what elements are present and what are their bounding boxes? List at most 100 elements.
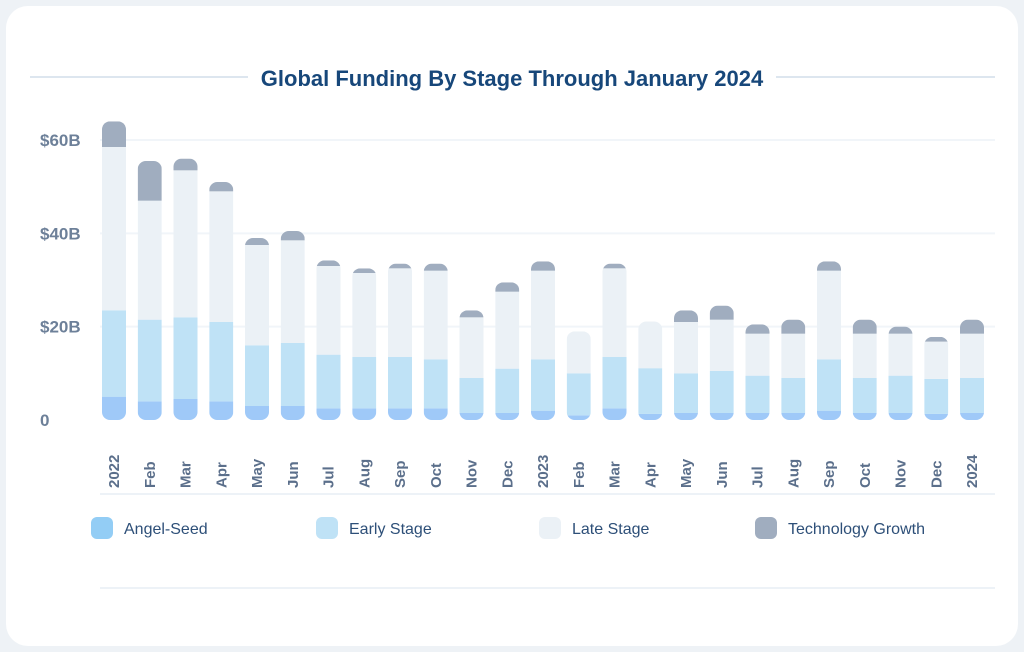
bar-segment-angel-seed xyxy=(602,408,627,420)
x-tick-label: 2022 xyxy=(106,455,123,488)
bar-segment-angel-seed xyxy=(674,413,698,420)
bar-segment-early-stage xyxy=(280,343,305,406)
x-tick-label: Jun xyxy=(285,461,302,488)
bar-stack xyxy=(566,331,591,420)
bar-segment-early-stage xyxy=(388,357,412,409)
bar-segment-technology-growth xyxy=(316,260,341,266)
x-tick-label: Oct xyxy=(428,463,445,488)
bar-segment-technology-growth xyxy=(602,263,627,269)
y-tick-label: 0 xyxy=(40,411,49,430)
bar-segment-late-stage xyxy=(960,333,984,378)
x-tick-label: Apr xyxy=(213,462,230,488)
legend-item[interactable]: Angel-Seed xyxy=(91,517,208,539)
bar-stack xyxy=(352,268,377,420)
legend-item[interactable]: Early Stage xyxy=(316,517,432,539)
bar-segment-late-stage xyxy=(602,268,627,357)
bar-segment-late-stage xyxy=(817,270,841,360)
bar-segment-angel-seed xyxy=(173,399,198,420)
x-tick-label: Sep xyxy=(821,460,838,488)
x-tick-label: Nov xyxy=(464,459,481,488)
x-tick-label: Jul xyxy=(750,466,767,488)
bar-segment-early-stage xyxy=(817,359,841,411)
bar-segment-angel-seed xyxy=(209,401,234,420)
bar-stack xyxy=(531,261,555,420)
bar-segment-angel-seed xyxy=(423,408,448,420)
legend-item[interactable]: Technology Growth xyxy=(755,517,925,539)
bar-segment-technology-growth xyxy=(280,231,305,241)
y-tick-label: $60B xyxy=(40,131,81,150)
legend-swatch xyxy=(539,517,561,539)
x-tick-label: 2023 xyxy=(535,455,552,488)
bar-segment-technology-growth xyxy=(423,263,448,271)
bar-segment-angel-seed xyxy=(531,410,555,420)
bar-segment-technology-growth xyxy=(781,319,806,334)
bar-segment-technology-growth xyxy=(817,261,841,271)
bar-stack xyxy=(173,158,198,420)
bar-segment-technology-growth xyxy=(745,324,770,334)
bar-segment-late-stage xyxy=(173,170,198,318)
bar-segment-late-stage xyxy=(459,317,484,378)
bar-segment-early-stage xyxy=(745,375,770,413)
bar-segment-technology-growth xyxy=(388,263,412,269)
legend-label: Early Stage xyxy=(349,521,432,538)
x-tick-label: Dec xyxy=(499,460,516,488)
x-tick-label: Mar xyxy=(178,461,195,488)
bar-segment-early-stage xyxy=(781,378,806,413)
bar-segment-late-stage xyxy=(709,319,734,371)
bar-segment-late-stage xyxy=(852,333,877,378)
x-tick-label: Nov xyxy=(893,459,910,488)
bar-segment-technology-growth xyxy=(245,238,269,245)
bar-segment-early-stage xyxy=(888,375,913,413)
bar-segment-late-stage xyxy=(102,147,126,311)
bar-segment-late-stage xyxy=(137,200,162,320)
bar-segment-early-stage xyxy=(495,368,520,413)
bar-segment-early-stage xyxy=(602,357,627,409)
bar-segment-early-stage xyxy=(352,357,377,409)
bar-segment-late-stage xyxy=(781,333,806,378)
legend-swatch xyxy=(91,517,113,539)
bar-stack xyxy=(102,121,126,420)
bar-stack xyxy=(495,282,520,420)
bar-segment-technology-growth xyxy=(888,326,913,334)
bar-segment-early-stage xyxy=(209,322,234,402)
bar-segment-technology-growth xyxy=(924,336,949,342)
bar-segment-late-stage xyxy=(638,321,663,369)
legend-item[interactable]: Late Stage xyxy=(539,517,650,539)
bar-segment-early-stage xyxy=(638,368,663,414)
bar-segment-late-stage xyxy=(745,333,770,376)
bar-segment-technology-growth xyxy=(852,319,877,334)
bar-segment-late-stage xyxy=(495,291,520,369)
legend-label: Angel-Seed xyxy=(124,521,208,538)
x-tick-label: Dec xyxy=(928,460,945,488)
bar-segment-technology-growth xyxy=(209,182,234,192)
bar-segment-technology-growth xyxy=(173,158,198,171)
bar-stack xyxy=(745,324,770,420)
bar-segment-angel-seed xyxy=(638,413,663,420)
bar-stack xyxy=(137,161,162,420)
x-tick-label: 2024 xyxy=(964,454,981,488)
bar-stack xyxy=(459,310,484,420)
bar-segment-technology-growth xyxy=(459,310,484,318)
bar-segment-angel-seed xyxy=(960,413,984,420)
bar-stack xyxy=(852,319,877,420)
bar-segment-angel-seed xyxy=(745,413,770,420)
x-tick-label: Jun xyxy=(714,461,731,488)
bar-stack xyxy=(888,326,913,420)
x-tick-label: May xyxy=(249,458,266,488)
bar-segment-late-stage xyxy=(388,268,412,357)
x-tick-label: Sep xyxy=(392,460,409,488)
bar-stack xyxy=(924,336,949,420)
x-tick-label: May xyxy=(678,458,695,488)
bar-segment-early-stage xyxy=(459,378,484,413)
bar-segment-angel-seed xyxy=(316,408,341,420)
bar-segment-late-stage xyxy=(888,333,913,376)
chart-title: Global Funding By Stage Through January … xyxy=(261,66,764,91)
bar-segment-early-stage xyxy=(674,373,698,413)
bar-segment-early-stage xyxy=(531,359,555,411)
bar-segment-early-stage xyxy=(173,317,198,399)
bar-stack xyxy=(960,319,984,420)
bar-stack xyxy=(674,310,698,420)
bar-segment-early-stage xyxy=(423,359,448,409)
legend-label: Technology Growth xyxy=(788,521,925,538)
bar-segment-early-stage xyxy=(852,378,877,413)
